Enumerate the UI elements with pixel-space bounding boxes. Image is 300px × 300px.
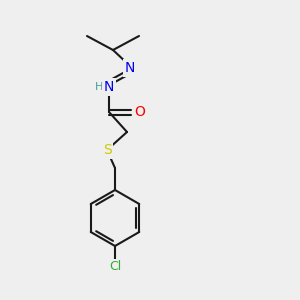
Text: N: N [125, 61, 135, 75]
Text: Cl: Cl [109, 260, 121, 274]
Text: H: H [95, 82, 103, 92]
Text: N: N [104, 80, 114, 94]
Text: O: O [135, 105, 146, 119]
Text: S: S [103, 143, 111, 157]
